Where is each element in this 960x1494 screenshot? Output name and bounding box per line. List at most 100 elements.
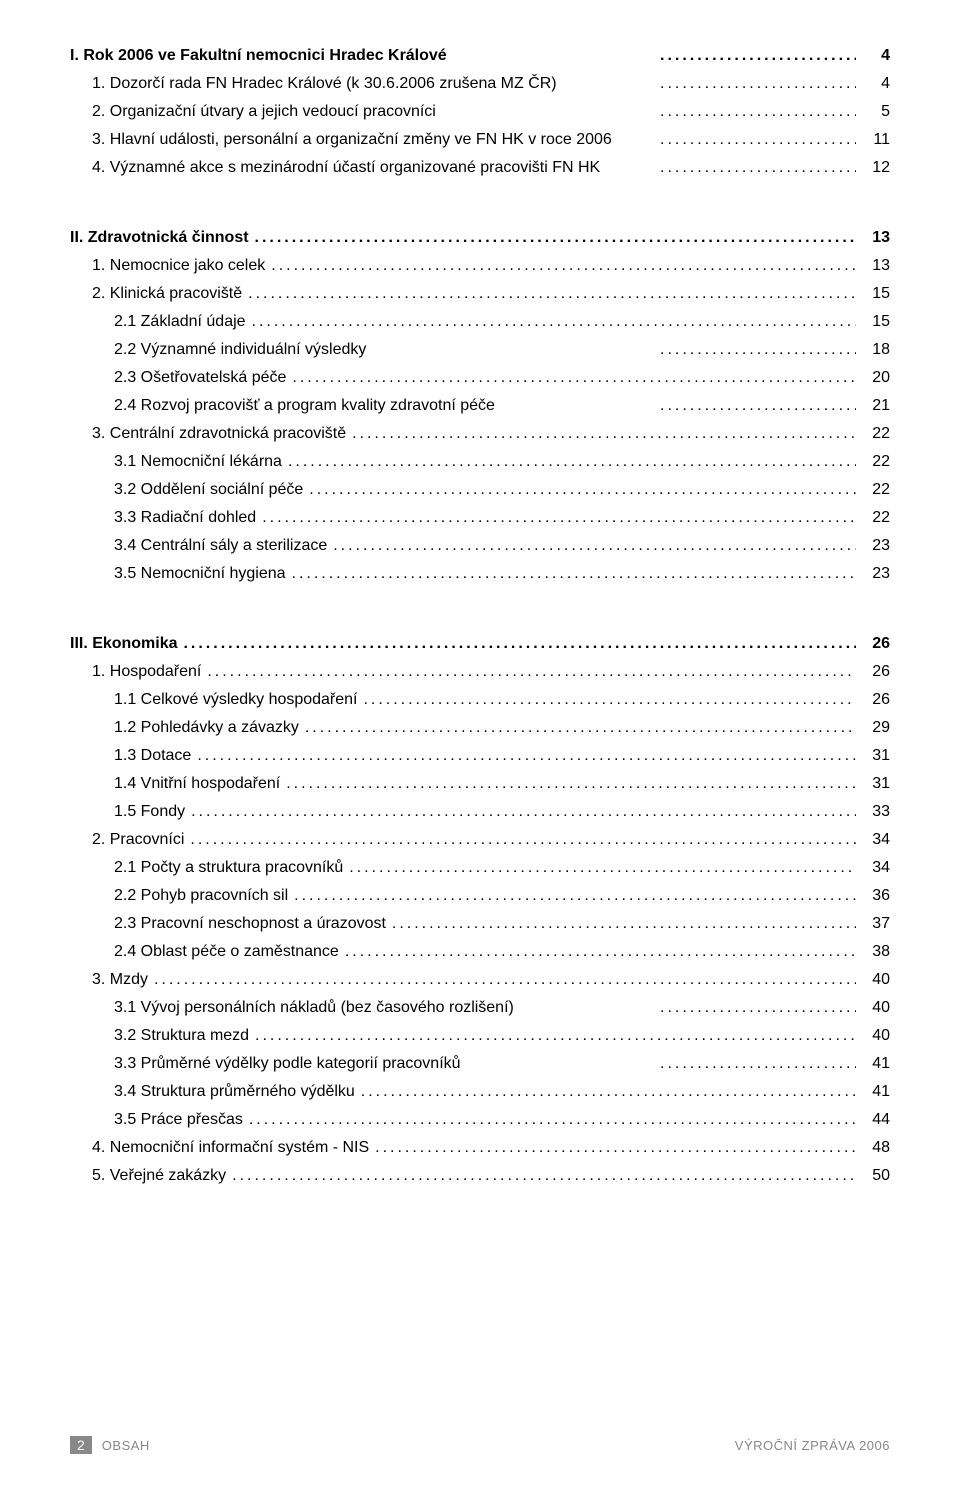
toc-entry: 2. Pracovníci...........................… (70, 826, 890, 854)
toc-entry-page: 22 (856, 448, 890, 476)
toc-entry-label: 3.3 Radiační dohled (114, 504, 256, 532)
toc-entry: 1.2 Pohledávky a závazky................… (70, 714, 890, 742)
toc-entry-label: 2.3 Pracovní neschopnost a úrazovost (114, 910, 386, 938)
toc-entry: 3.2 Struktura mezd......................… (70, 1022, 890, 1050)
toc-entry-label: 1.2 Pohledávky a závazky (114, 714, 299, 742)
toc-entry-page: 23 (856, 532, 890, 560)
toc-entry-label: 4. Významné akce s mezinárodní účastí or… (92, 154, 600, 182)
toc-entry: 5. Veřejné zakázky......................… (70, 1162, 890, 1190)
toc-entry-page: 5 (856, 98, 890, 126)
toc-entry-label: 3.5 Práce přesčas (114, 1106, 243, 1134)
toc-entry: 2.3 Ošetřovatelská péče.................… (70, 364, 890, 392)
toc-entry: 3.5 Práce přesčas.......................… (70, 1106, 890, 1134)
toc-entry: 3.3 Průměrné výdělky podle kategorií pra… (70, 1050, 890, 1078)
toc-entry-page: 41 (856, 1078, 890, 1106)
toc-entry-page: 44 (856, 1106, 890, 1134)
table-of-contents: I. Rok 2006 ve Fakultní nemocnici Hradec… (70, 42, 890, 1190)
toc-entry-page: 18 (856, 336, 890, 364)
page: I. Rok 2006 ve Fakultní nemocnici Hradec… (0, 0, 960, 1494)
toc-section: I. Rok 2006 ve Fakultní nemocnici Hradec… (70, 42, 890, 182)
toc-entry-page: 22 (856, 476, 890, 504)
toc-entry-label: 2. Organizační útvary a jejich vedoucí p… (92, 98, 436, 126)
toc-entry-label: 1.1 Celkové výsledky hospodaření (114, 686, 357, 714)
toc-entry-page: 12 (856, 154, 890, 182)
toc-entry-page: 26 (856, 686, 890, 714)
toc-entry-label: 3.1 Nemocniční lékárna (114, 448, 282, 476)
toc-entry-label: 3.5 Nemocniční hygiena (114, 560, 286, 588)
toc-entry: 3.4 Centrální sály a sterilizace........… (70, 532, 890, 560)
toc-entry-label: 2.3 Ošetřovatelská péče (114, 364, 286, 392)
toc-entry-label: 3.3 Průměrné výdělky podle kategorií pra… (114, 1050, 461, 1078)
toc-entry: I. Rok 2006 ve Fakultní nemocnici Hradec… (70, 42, 890, 70)
toc-entry: 2.1 Základní údaje......................… (70, 308, 890, 336)
toc-entry: 2. Klinická pracoviště..................… (70, 280, 890, 308)
toc-leader-dots: ........................................… (226, 1162, 856, 1190)
toc-leader-dots: ........................................… (288, 882, 856, 910)
toc-entry-label: 2. Pracovníci (92, 826, 184, 854)
toc-entry-label: 3.2 Struktura mezd (114, 1022, 249, 1050)
toc-leader-dots: ........................................… (386, 910, 856, 938)
toc-entry-page: 21 (856, 392, 890, 420)
toc-entry: 3. Centrální zdravotnická pracoviště....… (70, 420, 890, 448)
toc-entry: III. Ekonomika..........................… (70, 630, 890, 658)
toc-entry-label: 4. Nemocniční informační systém - NIS (92, 1134, 369, 1162)
toc-leader-dots: ........................................… (246, 308, 856, 336)
toc-entry-page: 36 (856, 882, 890, 910)
toc-entry-page: 23 (856, 560, 890, 588)
toc-entry-page: 13 (856, 224, 890, 252)
toc-entry-label: 2.4 Oblast péče o zaměstnance (114, 938, 339, 966)
toc-entry-page: 34 (856, 826, 890, 854)
toc-entry-label: 1. Dozorčí rada FN Hradec Králové (k 30.… (92, 70, 557, 98)
toc-entry: 1. Dozorčí rada FN Hradec Králové (k 30.… (70, 70, 890, 98)
toc-entry: 3. Mzdy.................................… (70, 966, 890, 994)
toc-entry: 2.1 Počty a struktura pracovníků........… (70, 854, 890, 882)
toc-entry-label: II. Zdravotnická činnost (70, 224, 249, 252)
toc-leader-dots: ........................................… (256, 504, 856, 532)
toc-entry: 3.4 Struktura průměrného výdělku........… (70, 1078, 890, 1106)
toc-entry: 3. Hlavní události, personální a organiz… (70, 126, 890, 154)
toc-leader-dots: ........................................… (346, 420, 856, 448)
toc-leader-dots: ........................................… (654, 70, 856, 98)
toc-leader-dots: ........................................… (177, 630, 856, 658)
toc-leader-dots: ........................................… (299, 714, 856, 742)
toc-entry: II. Zdravotnická činnost................… (70, 224, 890, 252)
toc-leader-dots: ........................................… (654, 336, 856, 364)
toc-entry-page: 31 (856, 770, 890, 798)
toc-leader-dots: ........................................… (303, 476, 856, 504)
toc-entry: 3.1 Nemocniční lékárna..................… (70, 448, 890, 476)
toc-entry: 1.1 Celkové výsledky hospodaření........… (70, 686, 890, 714)
toc-leader-dots: ........................................… (654, 1050, 856, 1078)
footer-report-title: VÝROČNÍ ZPRÁVA 2006 (735, 1438, 890, 1453)
toc-leader-dots: ........................................… (343, 854, 856, 882)
toc-entry-label: III. Ekonomika (70, 630, 177, 658)
toc-entry-label: 1.5 Fondy (114, 798, 185, 826)
toc-leader-dots: ........................................… (280, 770, 856, 798)
toc-entry: 3.1 Vývoj personálních nákladů (bez časo… (70, 994, 890, 1022)
toc-leader-dots: ........................................… (282, 448, 856, 476)
toc-entry-page: 26 (856, 658, 890, 686)
toc-entry-page: 26 (856, 630, 890, 658)
toc-entry-label: 2. Klinická pracoviště (92, 280, 242, 308)
toc-entry: 2.2 Pohyb pracovních sil................… (70, 882, 890, 910)
toc-entry-page: 13 (856, 252, 890, 280)
toc-entry-label: 2.4 Rozvoj pracovišť a program kvality z… (114, 392, 495, 420)
toc-leader-dots: ........................................… (148, 966, 856, 994)
toc-entry-label: 3. Hlavní události, personální a organiz… (92, 126, 612, 154)
toc-section: II. Zdravotnická činnost................… (70, 224, 890, 588)
toc-entry: 1.4 Vnitřní hospodaření.................… (70, 770, 890, 798)
toc-entry-label: 2.2 Významné individuální výsledky (114, 336, 366, 364)
toc-entry-page: 4 (856, 70, 890, 98)
toc-entry: 1. Nemocnice jako celek.................… (70, 252, 890, 280)
toc-leader-dots: ........................................… (249, 1022, 856, 1050)
toc-leader-dots: ........................................… (369, 1134, 856, 1162)
toc-leader-dots: ........................................… (654, 154, 856, 182)
toc-entry-page: 40 (856, 994, 890, 1022)
toc-leader-dots: ........................................… (654, 98, 856, 126)
toc-entry-label: 3.2 Oddělení sociální péče (114, 476, 303, 504)
toc-leader-dots: ........................................… (243, 1106, 856, 1134)
toc-entry: 3.2 Oddělení sociální péče..............… (70, 476, 890, 504)
toc-entry: 1. Hospodaření..........................… (70, 658, 890, 686)
toc-entry: 1.3 Dotace..............................… (70, 742, 890, 770)
toc-entry-label: 1. Hospodaření (92, 658, 201, 686)
toc-entry: 4. Významné akce s mezinárodní účastí or… (70, 154, 890, 182)
